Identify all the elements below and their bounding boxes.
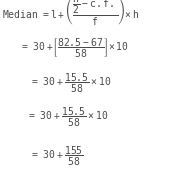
Text: $\mathtt{=\ 30+\dfrac{15.5}{58}\times 10}$: $\mathtt{=\ 30+\dfrac{15.5}{58}\times 10… [30, 72, 112, 95]
Text: $\mathtt{=\ 30+\dfrac{155}{58}}$: $\mathtt{=\ 30+\dfrac{155}{58}}$ [30, 145, 84, 168]
Text: $\mathtt{=\ 30+\dfrac{15.5}{58}\times 10}$: $\mathtt{=\ 30+\dfrac{15.5}{58}\times 10… [27, 106, 109, 129]
Text: $\mathtt{Median\ =l+\left(\dfrac{\dfrac{n}{2}-c.f.}{f}\right)\!\times h}$: $\mathtt{Median\ =l+\left(\dfrac{\dfrac{… [2, 0, 139, 28]
Text: $\mathtt{=\ 30+\!\left[\dfrac{82.5-67}{58}\right]\!\times 10}$: $\mathtt{=\ 30+\!\left[\dfrac{82.5-67}{5… [20, 37, 129, 60]
